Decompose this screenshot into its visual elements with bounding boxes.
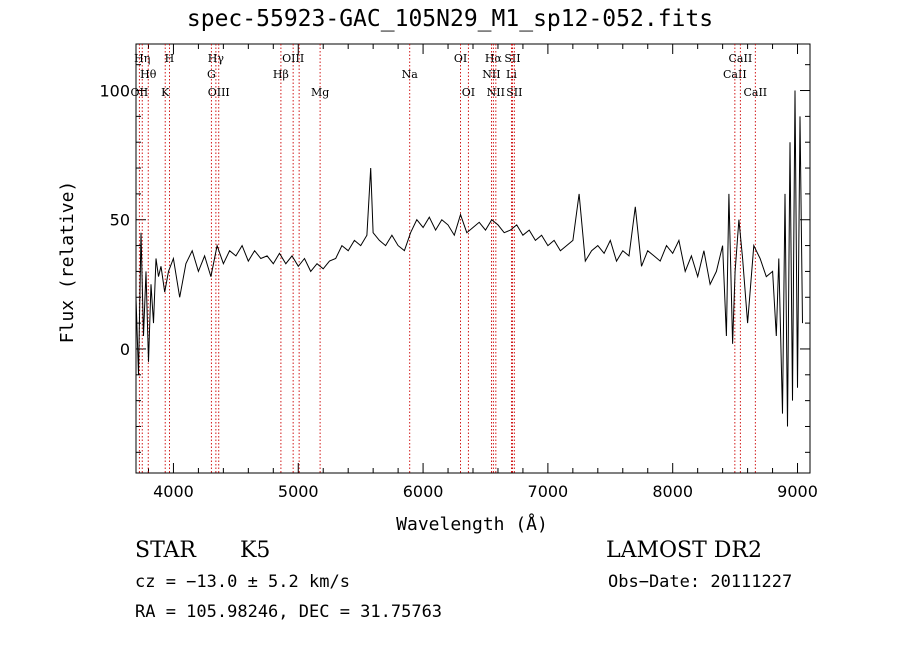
object-class: STAR bbox=[135, 538, 196, 563]
line-marker-label: G bbox=[207, 68, 216, 81]
line-marker-label: OI bbox=[462, 86, 475, 99]
x-tick-label: 8000 bbox=[652, 482, 693, 501]
line-marker-label: Na bbox=[402, 68, 419, 81]
series-layer bbox=[135, 90, 803, 427]
line-marker-label: SII bbox=[506, 86, 522, 99]
line-marker-label: OIII bbox=[282, 52, 304, 65]
line-marker-label: Hγ bbox=[208, 52, 225, 65]
x-axis-label: Wavelength (Å) bbox=[396, 513, 548, 535]
line-marker-label: NII bbox=[482, 68, 500, 81]
y-tick-label: 100 bbox=[99, 82, 130, 101]
x-tick-label: 7000 bbox=[528, 482, 569, 501]
observation-date: Obs−Date: 20111227 bbox=[608, 572, 793, 592]
x-tick-label: 9000 bbox=[777, 482, 818, 501]
y-tick-label: 50 bbox=[110, 211, 130, 230]
line-marker-label: K bbox=[161, 86, 170, 99]
x-tick-label: 5000 bbox=[278, 482, 319, 501]
object-subclass: K5 bbox=[240, 538, 271, 563]
plot-frame bbox=[135, 43, 811, 474]
line-marker-label: NII bbox=[487, 86, 505, 99]
line-marker-label: OIII bbox=[208, 86, 230, 99]
redshift-readout: cz = −13.0 ± 5.2 km/s bbox=[135, 572, 350, 592]
line-marker-label: Li bbox=[506, 68, 517, 81]
coordinates: RA = 105.98246, DEC = 31.75763 bbox=[135, 602, 443, 622]
line-marker-label: H bbox=[165, 52, 175, 65]
survey-name: LAMOST DR2 bbox=[606, 538, 762, 563]
line-marker-label: CaII bbox=[723, 68, 747, 81]
y-axis-label: Flux (relative) bbox=[57, 181, 78, 344]
x-tick-label: 4000 bbox=[153, 482, 194, 501]
line-marker-label: SII bbox=[504, 52, 520, 65]
line-marker-label: Hθ bbox=[140, 68, 157, 81]
line-marker-label: Hβ bbox=[273, 68, 289, 81]
line-marker-label: CaII bbox=[729, 52, 753, 65]
y-tick-label: 0 bbox=[120, 340, 130, 359]
axes: 4000 5000 6000 7000 8000 9000 0 50 100 bbox=[99, 43, 818, 501]
line-marker-label: OI bbox=[454, 52, 467, 65]
line-marker-label: OII bbox=[131, 86, 149, 99]
chart-title: spec-55923-GAC_105N29_M1_sp12-052.fits bbox=[186, 6, 714, 32]
x-tick-label: 6000 bbox=[403, 482, 444, 501]
line-marker-label: Mg bbox=[311, 86, 329, 99]
line-marker-label: Hη bbox=[134, 52, 150, 65]
line-marker-label: CaII bbox=[743, 86, 767, 99]
spectrum-flux-line bbox=[135, 90, 803, 427]
line-marker-label: Hα bbox=[485, 52, 503, 65]
